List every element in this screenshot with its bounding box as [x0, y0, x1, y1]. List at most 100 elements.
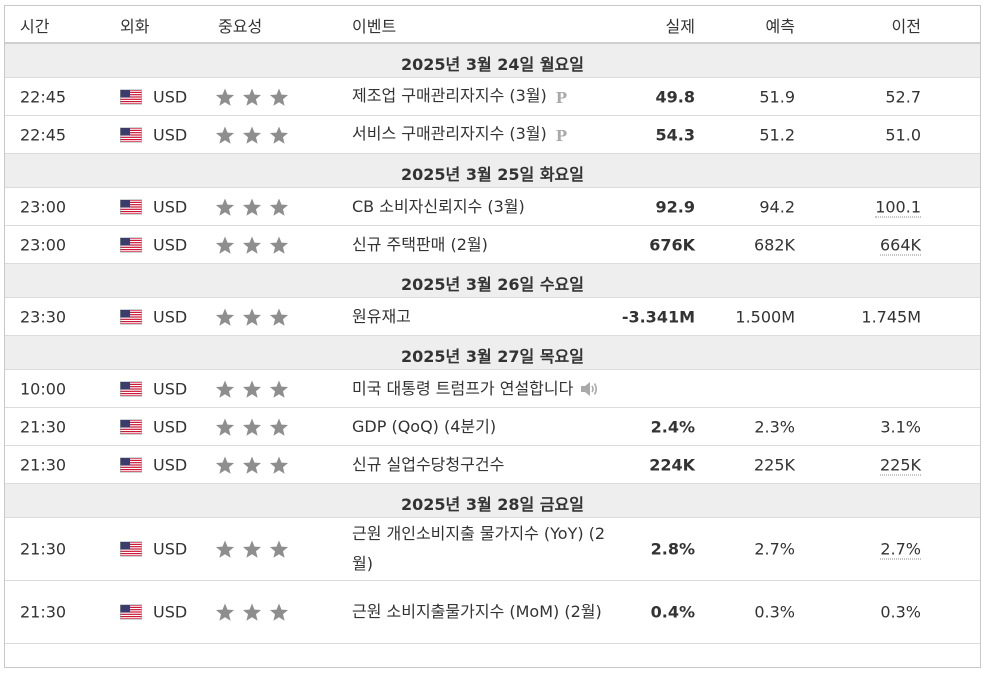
star-icon	[215, 418, 235, 436]
speaker-icon[interactable]	[579, 381, 599, 397]
importance-stars	[215, 198, 289, 216]
event-name[interactable]: 제조업 구매관리자지수 (3월) P	[352, 81, 612, 113]
event-name-text[interactable]: 근원 소비지출물가지수 (MoM) (2월)	[352, 602, 602, 621]
event-name-text[interactable]: CB 소비자신뢰지수 (3월)	[352, 196, 525, 216]
currency-code: USD	[153, 539, 188, 559]
day-label: 2025년 3월 25일 화요일	[401, 165, 584, 184]
event-name[interactable]: 서비스 구매관리자지수 (3월) P	[352, 119, 612, 151]
star-icon	[242, 540, 262, 558]
table-row[interactable]: 21:30 USD 근원 개인소비지출 물가지수 (YoY) (2월) 2.8% 2.7…	[5, 518, 980, 581]
table-row[interactable]: 10:00 USD 미국 대통령 트럼프가 연설합니다	[5, 370, 980, 408]
us-flag-icon	[120, 199, 142, 214]
event-name-text[interactable]: 미국 대통령 트럼프가 연설합니다	[352, 378, 574, 398]
table-row[interactable]: 22:45 USD 서비스 구매관리자지수 (3월) P 54.3 51.2 51.0	[5, 116, 980, 154]
actual-value: 54.3	[655, 125, 695, 144]
event-name-text[interactable]: 원유재고	[352, 306, 411, 326]
star-icon	[242, 603, 262, 621]
us-flag-icon	[120, 541, 142, 557]
actual-value: -3.341M	[621, 307, 695, 326]
header-importance[interactable]: 중요성	[218, 17, 263, 36]
star-icon	[269, 236, 289, 254]
previous-value[interactable]: 225K	[879, 455, 921, 475]
preliminary-icon[interactable]: P	[555, 126, 568, 145]
event-time: 23:30	[20, 307, 67, 326]
event-name[interactable]: 원유재고	[352, 302, 612, 332]
event-name[interactable]: 신규 주택판매 (2월)	[352, 230, 612, 260]
header-currency[interactable]: 외화	[120, 17, 150, 36]
event-time: 23:00	[20, 197, 67, 216]
importance-stars	[215, 308, 289, 326]
previous-value-text: 1.745M	[861, 307, 921, 326]
previous-value-text[interactable]: 100.1	[875, 197, 921, 217]
star-icon	[269, 456, 289, 474]
previous-value-text: 0.3%	[880, 602, 921, 622]
day-header: 2025년 3월 28일 금요일	[5, 484, 980, 518]
header-event[interactable]: 이벤트	[352, 17, 397, 36]
us-flag-icon	[120, 381, 142, 396]
importance-stars	[215, 126, 289, 144]
day-label: 2025년 3월 28일 금요일	[401, 495, 584, 514]
star-icon	[242, 236, 262, 254]
currency-code: USD	[153, 602, 188, 622]
table-header: 시간 외화 중요성 이벤트 실제 예측 이전	[5, 6, 980, 44]
event-name-text[interactable]: 근원 개인소비지출 물가지수 (YoY) (2월)	[352, 524, 606, 573]
currency-code: USD	[153, 379, 188, 398]
day-label: 2025년 3월 24일 월요일	[401, 55, 584, 74]
table-row[interactable]: 21:30 USD 근원 소비지출물가지수 (MoM) (2월) 0.4% 0.3% 0.…	[5, 581, 980, 644]
day-header: 2025년 3월 27일 목요일	[5, 336, 980, 370]
event-name[interactable]: 미국 대통령 트럼프가 연설합니다	[352, 374, 612, 404]
table-row[interactable]: 23:30 USD 원유재고 -3.341M 1.500M 1.745M	[5, 298, 980, 336]
day-label: 2025년 3월 26일 수요일	[401, 275, 584, 294]
event-name[interactable]: GDP (QoQ) (4분기)	[352, 412, 612, 442]
previous-value[interactable]: 2.7%	[880, 539, 921, 560]
importance-stars	[215, 88, 289, 106]
preliminary-icon[interactable]: P	[555, 88, 568, 107]
header-actual[interactable]: 실제	[665, 17, 695, 36]
importance-stars	[215, 456, 289, 474]
star-icon	[215, 540, 235, 558]
event-time: 21:30	[20, 539, 67, 559]
previous-value[interactable]: 100.1	[875, 197, 921, 217]
us-flag-icon	[120, 127, 142, 142]
importance-stars	[215, 603, 289, 621]
previous-value-text[interactable]: 2.7%	[880, 539, 921, 560]
importance-stars	[215, 380, 289, 398]
previous-value-text: 52.7	[885, 87, 921, 106]
previous-value[interactable]: 664K	[879, 235, 921, 255]
event-name-text[interactable]: GDP (QoQ) (4분기)	[352, 416, 497, 436]
table-row[interactable]: 21:30 USD 신규 실업수당청구건수 224K 225K 225K	[5, 446, 980, 484]
actual-value: 676K	[649, 235, 695, 254]
table-row[interactable]: 21:30 USD GDP (QoQ) (4분기) 2.4% 2.3% 3.1%	[5, 408, 980, 446]
header-time[interactable]: 시간	[20, 17, 50, 36]
event-name[interactable]: CB 소비자신뢰지수 (3월)	[352, 192, 612, 222]
forecast-value: 51.2	[759, 125, 795, 144]
header-previous[interactable]: 이전	[891, 17, 921, 36]
forecast-value: 2.3%	[754, 417, 795, 436]
day-header: 2025년 3월 24일 월요일	[5, 44, 980, 78]
event-name[interactable]: 신규 실업수당청구건수	[352, 450, 612, 480]
event-name-text[interactable]: 제조업 구매관리자지수 (3월)	[352, 85, 547, 105]
star-icon	[215, 603, 235, 621]
event-name-text[interactable]: 신규 실업수당청구건수	[352, 454, 505, 474]
event-time: 22:45	[20, 87, 67, 106]
day-header: 2025년 3월 26일 수요일	[5, 264, 980, 298]
day-header: 2025년 3월 25일 화요일	[5, 154, 980, 188]
event-name-text[interactable]: 서비스 구매관리자지수 (3월)	[352, 123, 547, 143]
star-icon	[215, 198, 235, 216]
table-row[interactable]: 23:00 USD CB 소비자신뢰지수 (3월) 92.9 94.2 100.1	[5, 188, 980, 226]
forecast-value: 682K	[753, 235, 795, 254]
forecast-value: 225K	[753, 455, 795, 474]
event-name[interactable]: 근원 소비지출물가지수 (MoM) (2월)	[352, 597, 612, 627]
table-row[interactable]: 23:00 USD 신규 주택판매 (2월) 676K 682K 664K	[5, 226, 980, 264]
star-icon	[242, 88, 262, 106]
table-row[interactable]: 22:45 USD 제조업 구매관리자지수 (3월) P 49.8 51.9 52.7	[5, 78, 980, 116]
event-name-text[interactable]: 신규 주택판매 (2월)	[352, 234, 488, 254]
event-name[interactable]: 근원 개인소비지출 물가지수 (YoY) (2월)	[352, 519, 612, 579]
star-icon	[269, 198, 289, 216]
actual-value: 0.4%	[650, 602, 695, 622]
actual-value: 92.9	[655, 197, 695, 216]
previous-value-text[interactable]: 664K	[879, 235, 921, 255]
previous-value-text[interactable]: 225K	[879, 455, 921, 475]
header-forecast[interactable]: 예측	[765, 17, 795, 36]
star-icon	[269, 88, 289, 106]
